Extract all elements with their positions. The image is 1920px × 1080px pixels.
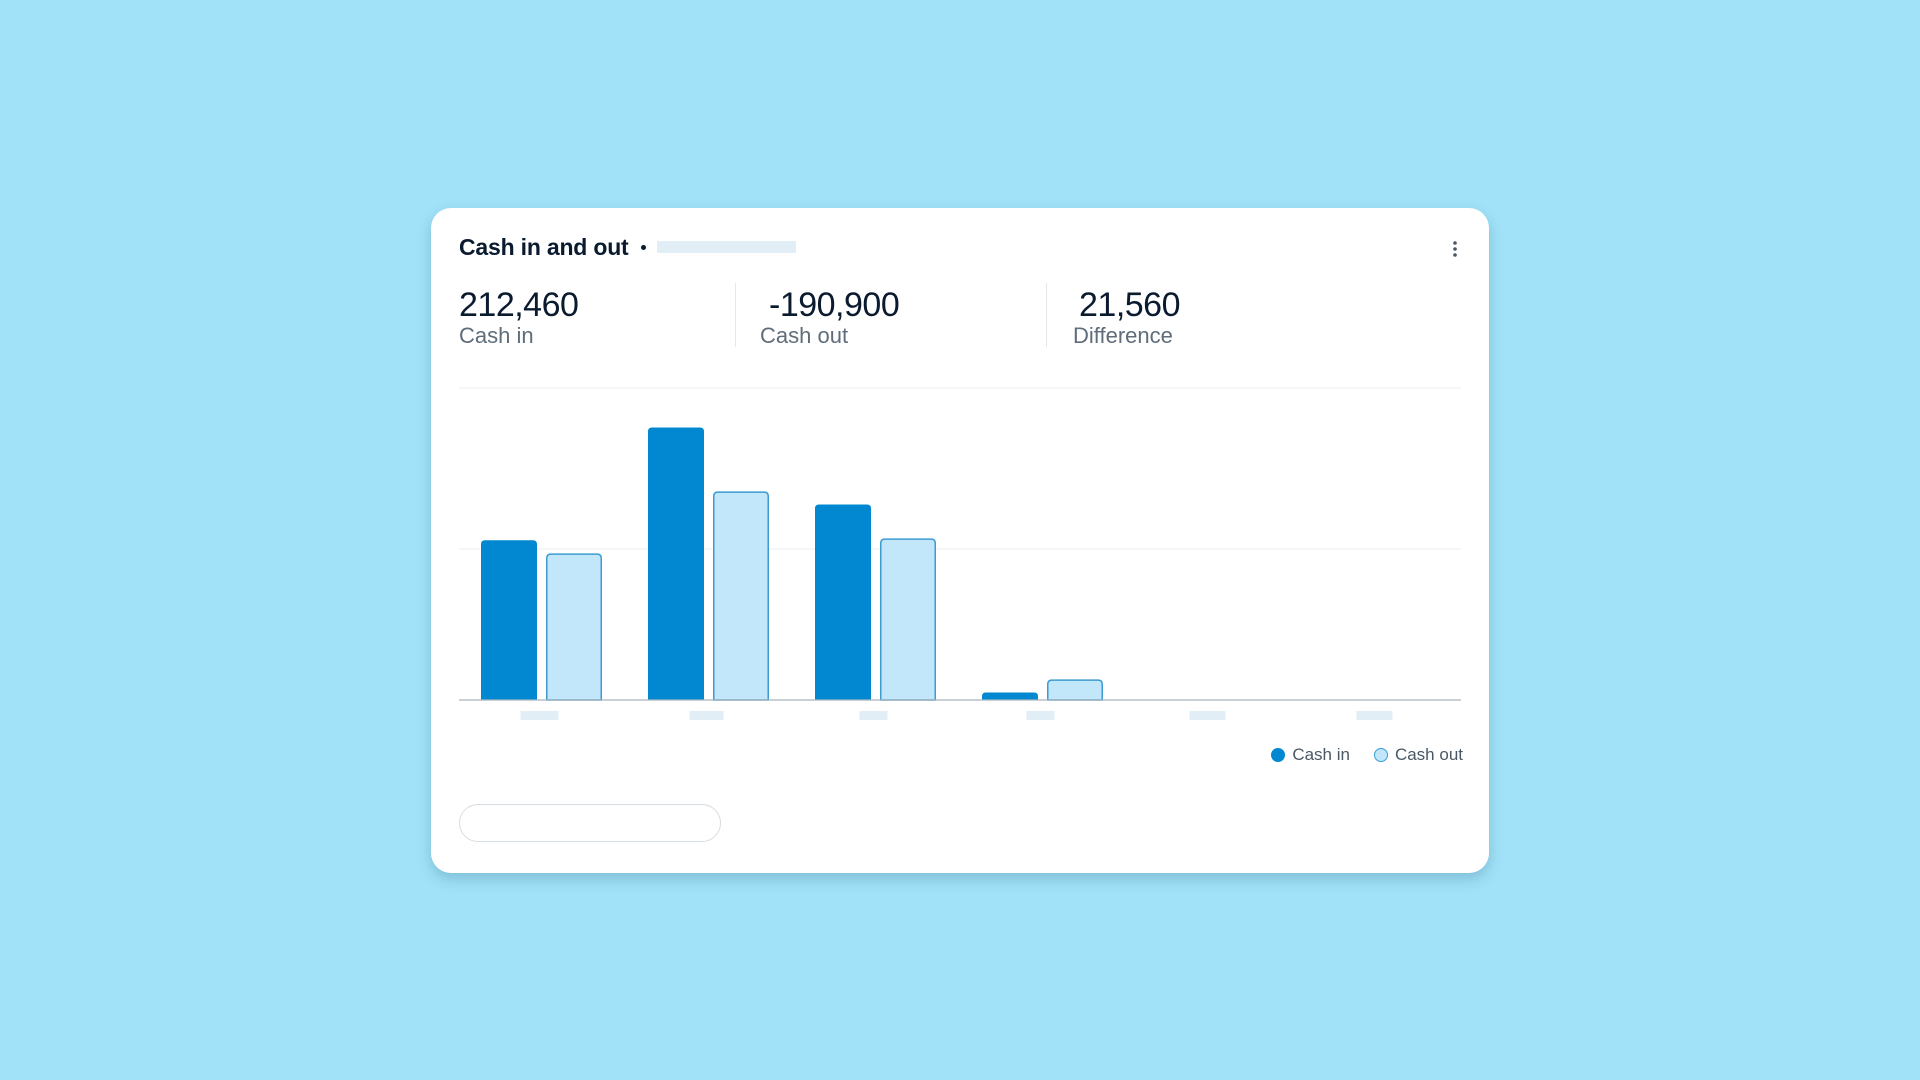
bar-cash-in: [648, 427, 704, 700]
cash-bar-chart: [459, 387, 1461, 720]
legend-label-cash-in: Cash in: [1292, 745, 1350, 764]
bar-cash-out: [880, 538, 936, 701]
x-tick-label: [1189, 711, 1226, 720]
legend-label-cash-out: Cash out: [1394, 745, 1463, 764]
stat-divider: [1046, 283, 1047, 347]
bar-cash-in: [982, 692, 1038, 700]
card-title: Cash in and out: [459, 233, 629, 260]
bar-cash-in: [815, 504, 871, 700]
date-range-placeholder: [656, 241, 796, 253]
title-separator-dot: [640, 244, 646, 250]
view-report-button[interactable]: [459, 804, 721, 842]
more-vertical-icon: [1453, 241, 1457, 257]
cash-out-label: Cash out: [760, 323, 849, 348]
x-tick-label: [859, 711, 888, 720]
chart-legend: Cash in Cash out: [1247, 745, 1463, 765]
more-options-button[interactable]: [1443, 234, 1467, 264]
cash-out-value: -190,900: [769, 286, 900, 324]
legend-item-cash-out: Cash out: [1373, 745, 1463, 765]
cash-in-label: Cash in: [459, 323, 534, 348]
stat-difference: 21,560 Difference: [1073, 286, 1181, 348]
cash-in-out-card: Cash in and out 212,460 Cash in -190,900…: [431, 208, 1489, 873]
stat-cash-in: 212,460 Cash in: [459, 286, 579, 348]
cash-out-swatch: [1373, 748, 1388, 762]
x-tick-label: [1026, 711, 1055, 720]
bar-cash-out: [713, 491, 769, 701]
x-tick-label: [1356, 711, 1393, 720]
x-tick-label: [520, 711, 559, 720]
cash-in-value: 212,460: [459, 286, 579, 324]
difference-label: Difference: [1073, 323, 1173, 348]
card-header: Cash in and out: [459, 226, 796, 268]
difference-value: 21,560: [1079, 286, 1181, 324]
stat-cash-out: -190,900 Cash out: [760, 286, 900, 348]
bar-cash-in: [481, 540, 537, 700]
legend-item-cash-in: Cash in: [1271, 745, 1350, 765]
cash-in-swatch: [1271, 748, 1286, 762]
bar-cash-out: [546, 553, 602, 701]
stat-divider: [735, 283, 736, 347]
bar-cash-out: [1047, 679, 1103, 701]
x-tick-label: [689, 711, 724, 720]
